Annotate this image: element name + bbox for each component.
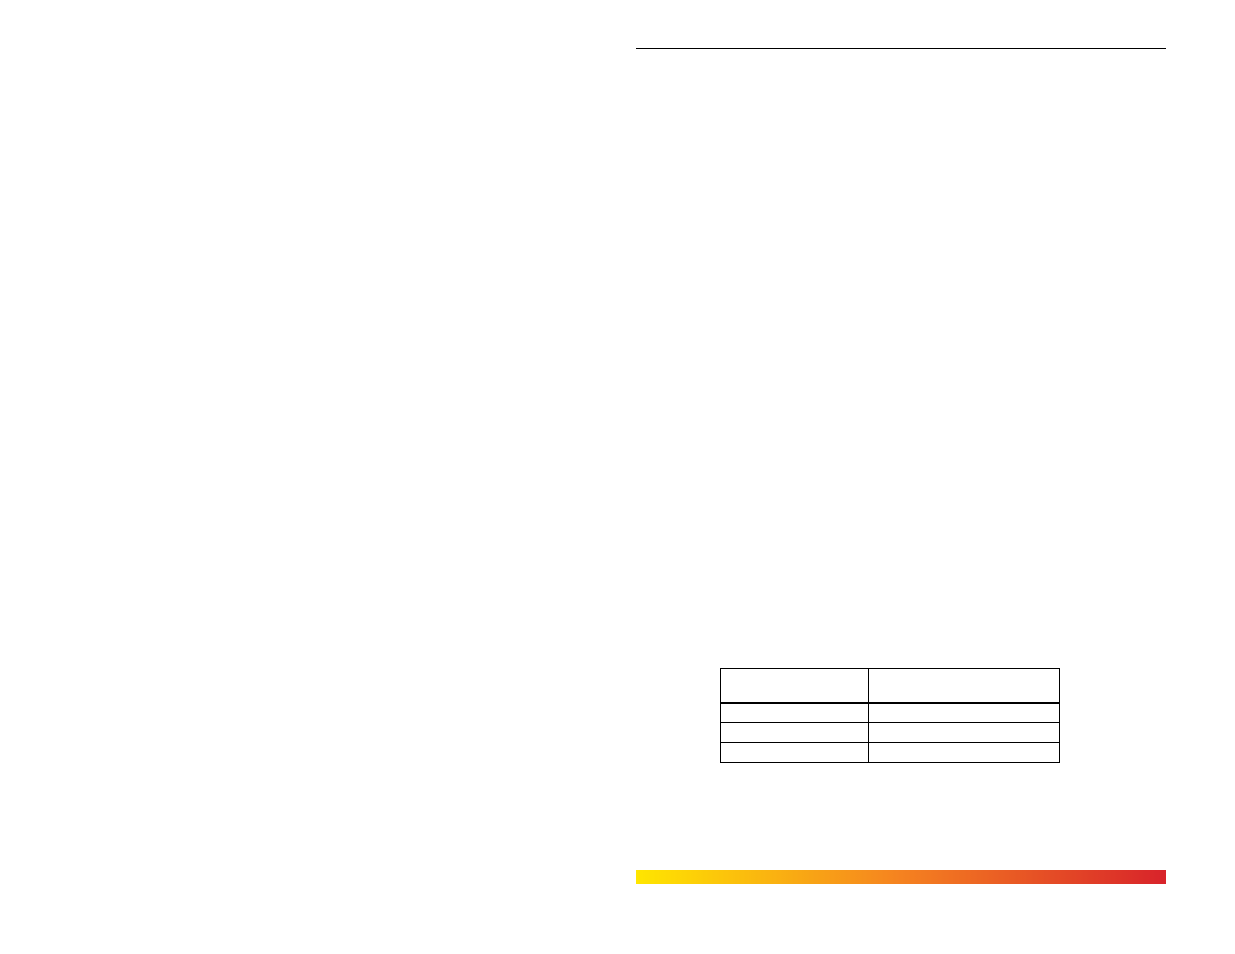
table-row [721, 723, 1060, 743]
table-header-row [721, 669, 1060, 703]
table-row [721, 703, 1060, 723]
data-table [720, 668, 1060, 763]
footer-gradient-bar [636, 870, 1166, 884]
table-cell [868, 743, 1059, 763]
table-cell [721, 703, 869, 723]
table-row [721, 743, 1060, 763]
table-cell [721, 723, 869, 743]
table-col-header [868, 669, 1059, 703]
table-cell [868, 723, 1059, 743]
header-rule [636, 48, 1166, 49]
table-cell [868, 703, 1059, 723]
table-col-header [721, 669, 869, 703]
table-cell [721, 743, 869, 763]
